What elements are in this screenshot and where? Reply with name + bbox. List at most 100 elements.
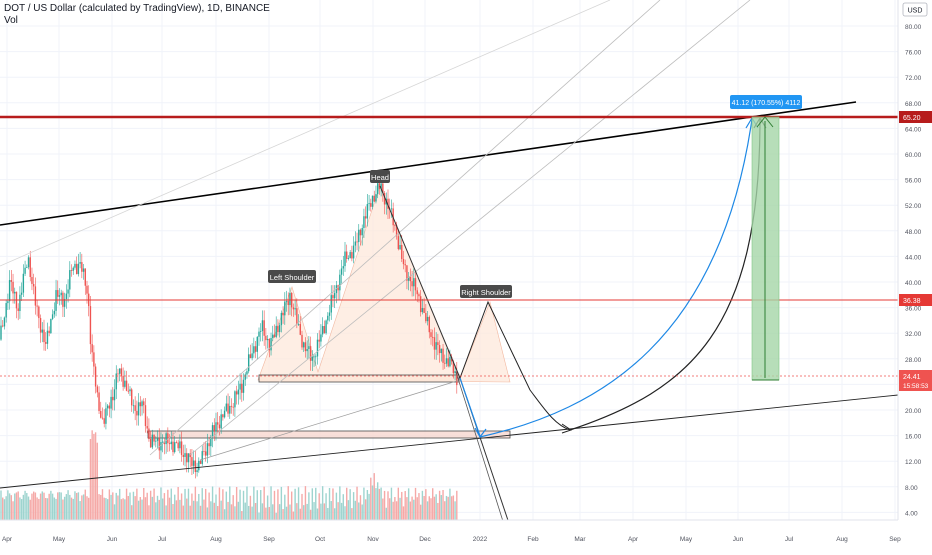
chart-header: DOT / US Dollar (calculated by TradingVi…: [4, 3, 270, 27]
candle-body: [98, 392, 100, 412]
volume-bar: [246, 486, 248, 520]
volume-bar: [290, 491, 293, 520]
candle-body: [210, 436, 212, 447]
measure-arrow-head: [756, 116, 774, 128]
candle-body: [223, 410, 226, 418]
time-tick-label: Jul: [785, 536, 794, 543]
volume-bar: [81, 495, 83, 520]
left-shoulder-label[interactable]: Left Shoulder: [268, 270, 316, 283]
volume-bar: [303, 505, 305, 520]
volume-bar: [201, 488, 203, 520]
volume-bar: [352, 492, 355, 520]
volume-bar: [110, 494, 112, 520]
volume-bar: [454, 501, 456, 520]
candle-body: [12, 281, 14, 294]
resistance-price-tag: 36.38: [899, 294, 932, 306]
volume-bar: [249, 495, 252, 520]
target-price-tag-bg: [899, 111, 932, 123]
candle-body: [323, 326, 326, 334]
volume-bar: [227, 501, 229, 520]
candle-body: [303, 342, 305, 348]
volume-bar: [358, 502, 360, 520]
candle-body: [69, 270, 71, 290]
trendlines: [0, 0, 899, 551]
volume-bar: [316, 508, 319, 520]
volume-bar: [268, 506, 271, 520]
candle-body: [282, 312, 284, 316]
candle-body: [213, 425, 215, 431]
candle-body: [419, 296, 422, 313]
volume-bar: [136, 488, 138, 520]
candle-body: [222, 414, 224, 418]
volume-bar: [208, 492, 210, 520]
projection-curve-blue: [479, 118, 753, 438]
volume-bar: [175, 500, 178, 520]
candle-body: [406, 265, 408, 281]
candle-body: [442, 348, 444, 363]
volume-bar: [120, 499, 123, 520]
time-tick-label: Jun: [107, 536, 118, 543]
volume-bar: [260, 490, 262, 520]
volume-bar: [395, 501, 398, 520]
measure-label-text: 41.12 (170.55%) 4112: [732, 100, 801, 107]
volume-bar: [100, 494, 102, 520]
right-shoulder-label[interactable]: Right Shoulder: [460, 285, 512, 298]
candle-body: [168, 443, 171, 445]
candle-body: [330, 295, 332, 313]
candle-body: [89, 306, 92, 345]
candle-body: [340, 268, 343, 275]
volume-bar: [149, 490, 152, 520]
volume-bar: [423, 496, 425, 520]
candle-body: [151, 434, 154, 448]
candle-body: [413, 278, 415, 287]
candle-body: [364, 216, 367, 219]
price-tick-label: 20.00: [905, 408, 922, 415]
candle-body: [437, 342, 439, 346]
candle-body: [172, 441, 174, 453]
resistance-price-tag-bg: [899, 294, 932, 306]
candle-body: [46, 330, 49, 344]
candle-body: [143, 401, 145, 406]
volume-bar: [168, 497, 171, 520]
volume-bar: [370, 477, 372, 520]
candle-body: [260, 331, 262, 332]
candle-body: [122, 375, 124, 387]
volume-bar: [280, 486, 283, 520]
candle-body: [225, 403, 228, 411]
volume-bar: [278, 504, 281, 520]
candle-body: [110, 396, 112, 409]
currency-box[interactable]: USD: [902, 2, 928, 17]
volume-bar: [330, 501, 332, 520]
candle-body: [163, 441, 166, 445]
candle-body: [36, 305, 38, 307]
volume-bar: [12, 501, 14, 520]
candle-body: [349, 252, 351, 258]
candle-body: [432, 336, 434, 338]
price-tick-label: 64.00: [905, 126, 922, 133]
volume-bar: [418, 493, 420, 520]
price-axis: 4.008.0012.0016.0020.0024.0028.0032.0036…: [897, 0, 932, 550]
candle-body: [182, 454, 185, 457]
candle-body: [399, 245, 401, 250]
volume-bar: [144, 497, 147, 520]
volume-bar: [437, 502, 439, 520]
symbol-title[interactable]: DOT / US Dollar (calculated by TradingVi…: [4, 3, 270, 14]
volume-bar: [359, 495, 362, 520]
volume-label[interactable]: Vol: [4, 15, 18, 26]
volume-bar: [318, 493, 320, 520]
volume-bar: [390, 487, 393, 520]
candle-body: [198, 460, 200, 471]
volume-bar: [270, 486, 272, 520]
measure-label[interactable]: 41.12 (170.55%) 4112: [730, 95, 802, 109]
volume-bar: [292, 511, 295, 520]
candle-body: [304, 342, 307, 352]
candle-body: [418, 294, 420, 297]
candle-body: [359, 229, 362, 236]
volume-bar: [272, 504, 274, 520]
volume-bar: [117, 495, 119, 520]
candle-body: [234, 391, 236, 408]
channel-line-3: [0, 0, 611, 267]
head-label[interactable]: Head: [370, 170, 390, 183]
